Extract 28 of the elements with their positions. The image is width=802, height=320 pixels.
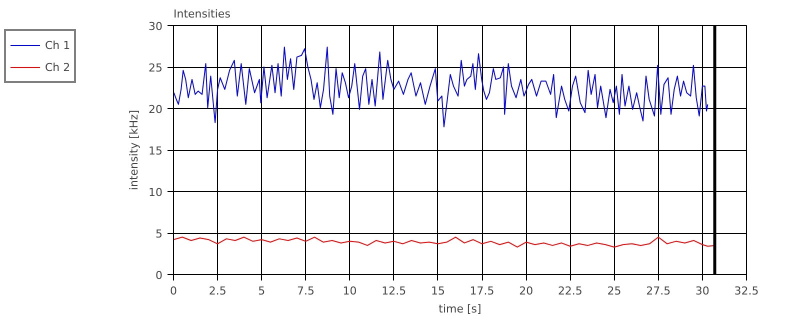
y-tick-label: 25 [148,62,163,74]
x-tick-label: 2.5 [208,284,226,298]
x-tick-label: 10 [342,284,357,298]
line-series [174,46,708,128]
x-tick-label: 5 [258,284,266,298]
x-tick-label: 0 [170,284,177,298]
x-tick-label: 15 [430,284,445,298]
y-tick-label: 5 [156,228,162,240]
x-tick-label: 30 [695,284,710,298]
legend-label: Ch 1 [45,38,70,52]
y-tick-label: 0 [156,269,162,282]
y-tick-label: 10 [148,186,163,199]
x-tick-label: 22.5 [558,284,582,298]
y-axis-title: intensity [kHz] [128,110,141,190]
x-tick-label: 7.5 [296,284,314,298]
x-tick-label: 25 [607,284,622,298]
y-tick-label: 30 [148,20,163,33]
x-tick-label: 27.5 [646,284,671,298]
y-tick-label: 15 [148,144,163,158]
x-tick-label: 17.5 [470,284,494,298]
x-tick-label: 32.5 [734,284,759,298]
chart-title: Intensities [174,8,231,20]
line-series [174,236,716,248]
x-tick-label: 20 [519,284,534,298]
x-tick-label: 12.5 [382,284,406,298]
legend-label: Ch 2 [45,60,70,74]
y-tick-label: 20 [148,103,163,116]
x-axis-title: time [s] [438,302,482,316]
